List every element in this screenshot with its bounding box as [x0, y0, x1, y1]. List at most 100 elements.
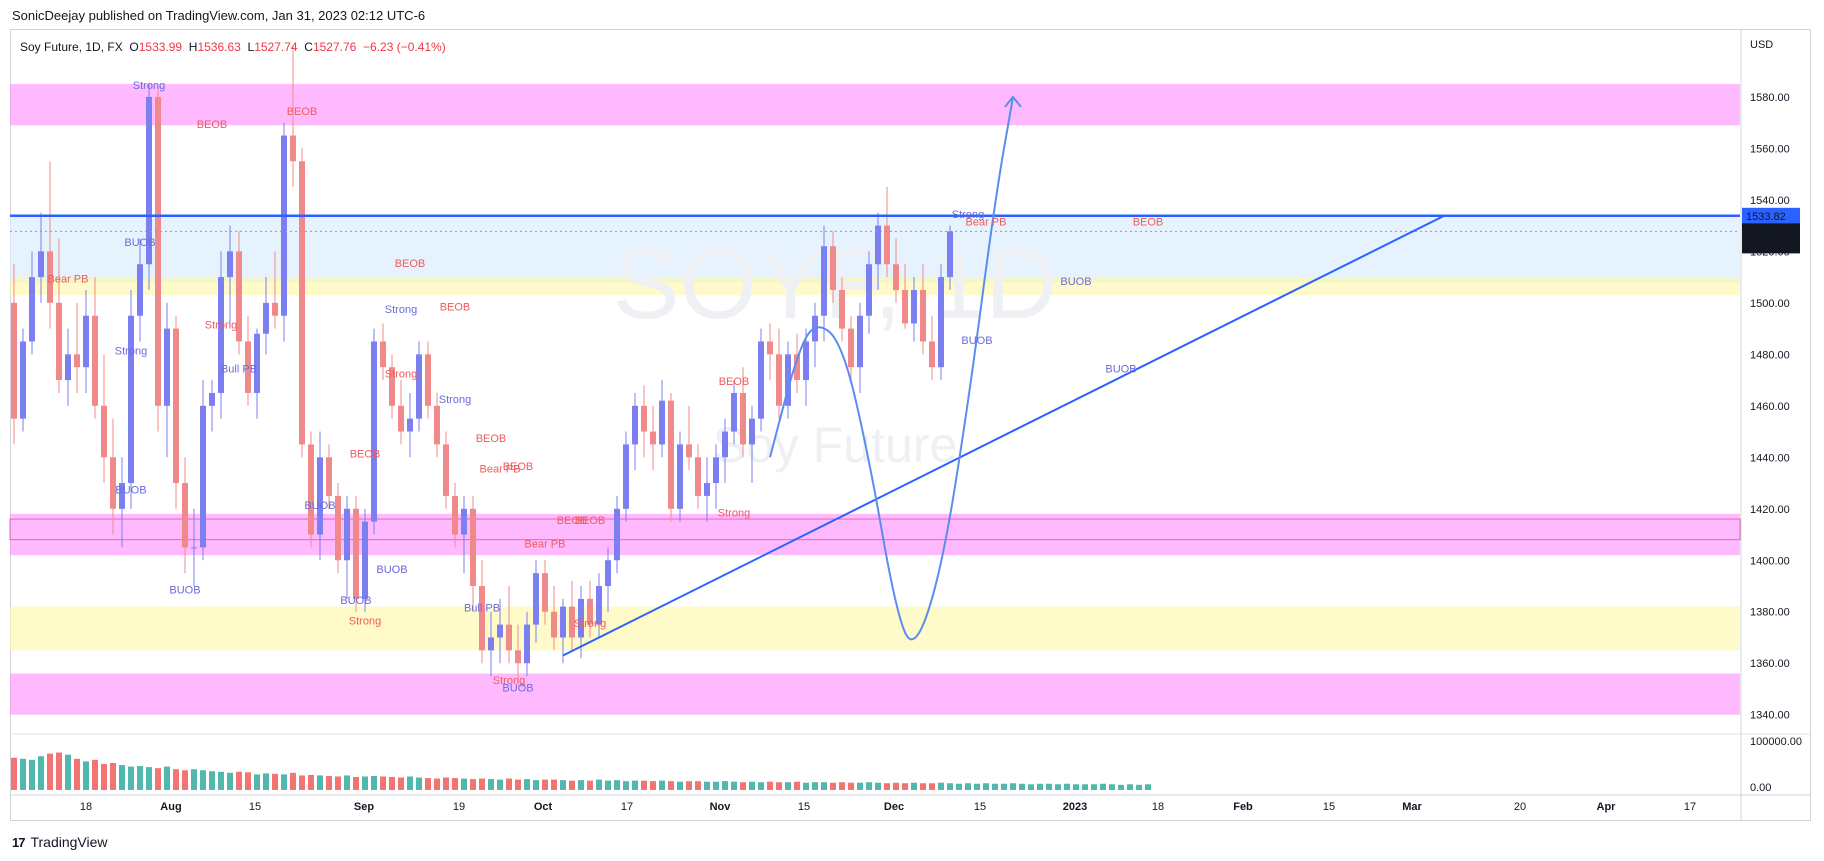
signal-label: Bear PB [525, 538, 566, 550]
candle-up [866, 264, 872, 316]
signal-label: BEOB [197, 119, 228, 131]
chart-frame [10, 29, 1811, 821]
volume-bar [758, 782, 764, 790]
price-tick: 1560.00 [1750, 143, 1790, 155]
volume-bar [353, 777, 359, 790]
volume-bar [587, 780, 593, 790]
volume-bar [245, 772, 251, 790]
candle-down [452, 495, 458, 535]
volume-bar [461, 778, 467, 790]
signal-label: BEOB [1133, 217, 1164, 229]
candle-down [74, 354, 80, 368]
demand-zone [10, 277, 1740, 296]
signal-label: BUOB [502, 683, 533, 695]
volume-bar [110, 762, 116, 790]
candle-down [551, 611, 557, 638]
volume-bar [290, 772, 296, 790]
volume-bar [389, 777, 395, 790]
volume-bar [857, 782, 863, 790]
high-value: 1536.63 [197, 40, 241, 54]
candle-up [65, 354, 71, 381]
candle-down [155, 96, 161, 406]
candle-up [560, 606, 566, 638]
trendline [562, 214, 1446, 657]
volume-bar [1145, 784, 1151, 790]
volume-bar [1100, 783, 1106, 790]
signal-label: BUOB [1060, 276, 1091, 288]
volume-bar [695, 781, 701, 790]
open-value: 1533.99 [138, 40, 183, 54]
signal-label: BUOB [376, 564, 407, 576]
close-value: 1527.76 [312, 40, 357, 54]
volume-bar [308, 774, 314, 790]
volume-bar [686, 781, 692, 790]
signal-label: BEOB [395, 258, 426, 270]
volume-bar [38, 756, 44, 790]
symbol-name[interactable]: Soy Future, 1D, FX [20, 40, 123, 54]
time-tick: Sep [354, 801, 374, 813]
demand-zone [10, 606, 1740, 651]
candle-up [38, 251, 44, 278]
volume-bar [641, 780, 647, 790]
candle-up [344, 508, 350, 561]
candle-up [704, 483, 710, 496]
volume-bar [866, 782, 872, 790]
candles-layer [11, 45, 953, 684]
volume-bar [803, 782, 809, 790]
candle-up [29, 277, 35, 342]
signal-label: BEOB [440, 302, 471, 314]
supply-zone [10, 673, 1740, 715]
volume-bar [722, 781, 728, 790]
time-tick: 15 [1323, 801, 1335, 813]
volume-bar [704, 781, 710, 790]
volume-bar [929, 783, 935, 790]
volume-bar [776, 782, 782, 790]
volume-bar [272, 773, 278, 790]
candle-up [659, 400, 665, 445]
candle-down [740, 392, 746, 445]
volume-bar [551, 779, 557, 790]
volume-bar [821, 782, 827, 790]
candle-up [227, 251, 233, 278]
candle-down [470, 508, 476, 586]
volume-bar [668, 781, 674, 790]
volume-bar [362, 776, 368, 790]
price-tick: 1380.00 [1750, 607, 1790, 619]
candle-down [848, 328, 854, 368]
candle-down [506, 624, 512, 651]
volume-bar [1091, 784, 1097, 790]
volume-bar [182, 770, 188, 790]
volume-bar [227, 772, 233, 790]
signal-label: Strong [493, 675, 525, 687]
volume-tick: 100000.00 [1750, 736, 1802, 748]
candle-up [821, 246, 827, 316]
signals-layer: Strong BEOB BEOB BUOB Bear PB Strong Strong Bul… [48, 80, 1164, 694]
price-tick: 1340.00 [1750, 710, 1790, 722]
time-tick: 15 [798, 801, 810, 813]
volume-bar [1064, 783, 1070, 790]
volume-bar [83, 761, 89, 790]
candle-up [488, 637, 494, 651]
time-tick: Aug [160, 801, 181, 813]
volume-bar [164, 766, 170, 790]
signal-label: Strong [718, 508, 750, 520]
candle-down [380, 341, 386, 368]
volume-bar [992, 783, 998, 790]
volume-bar [416, 777, 422, 790]
candle-up [749, 418, 755, 445]
candle-up [461, 508, 467, 535]
volume-bar [128, 766, 134, 790]
signal-label: Bull PB [221, 363, 257, 375]
zones-layer [9, 84, 1741, 715]
volume-bar [434, 778, 440, 790]
price-tick: 1360.00 [1750, 658, 1790, 670]
candle-up [371, 341, 377, 522]
volume-bar [911, 782, 917, 790]
volume-bar [524, 779, 530, 790]
signal-label: Strong [133, 80, 165, 92]
brand-footer[interactable]: 17 TradingView [12, 834, 108, 850]
price-tick: 1480.00 [1750, 349, 1790, 361]
candle-up [146, 96, 152, 265]
candle-down [353, 508, 359, 599]
